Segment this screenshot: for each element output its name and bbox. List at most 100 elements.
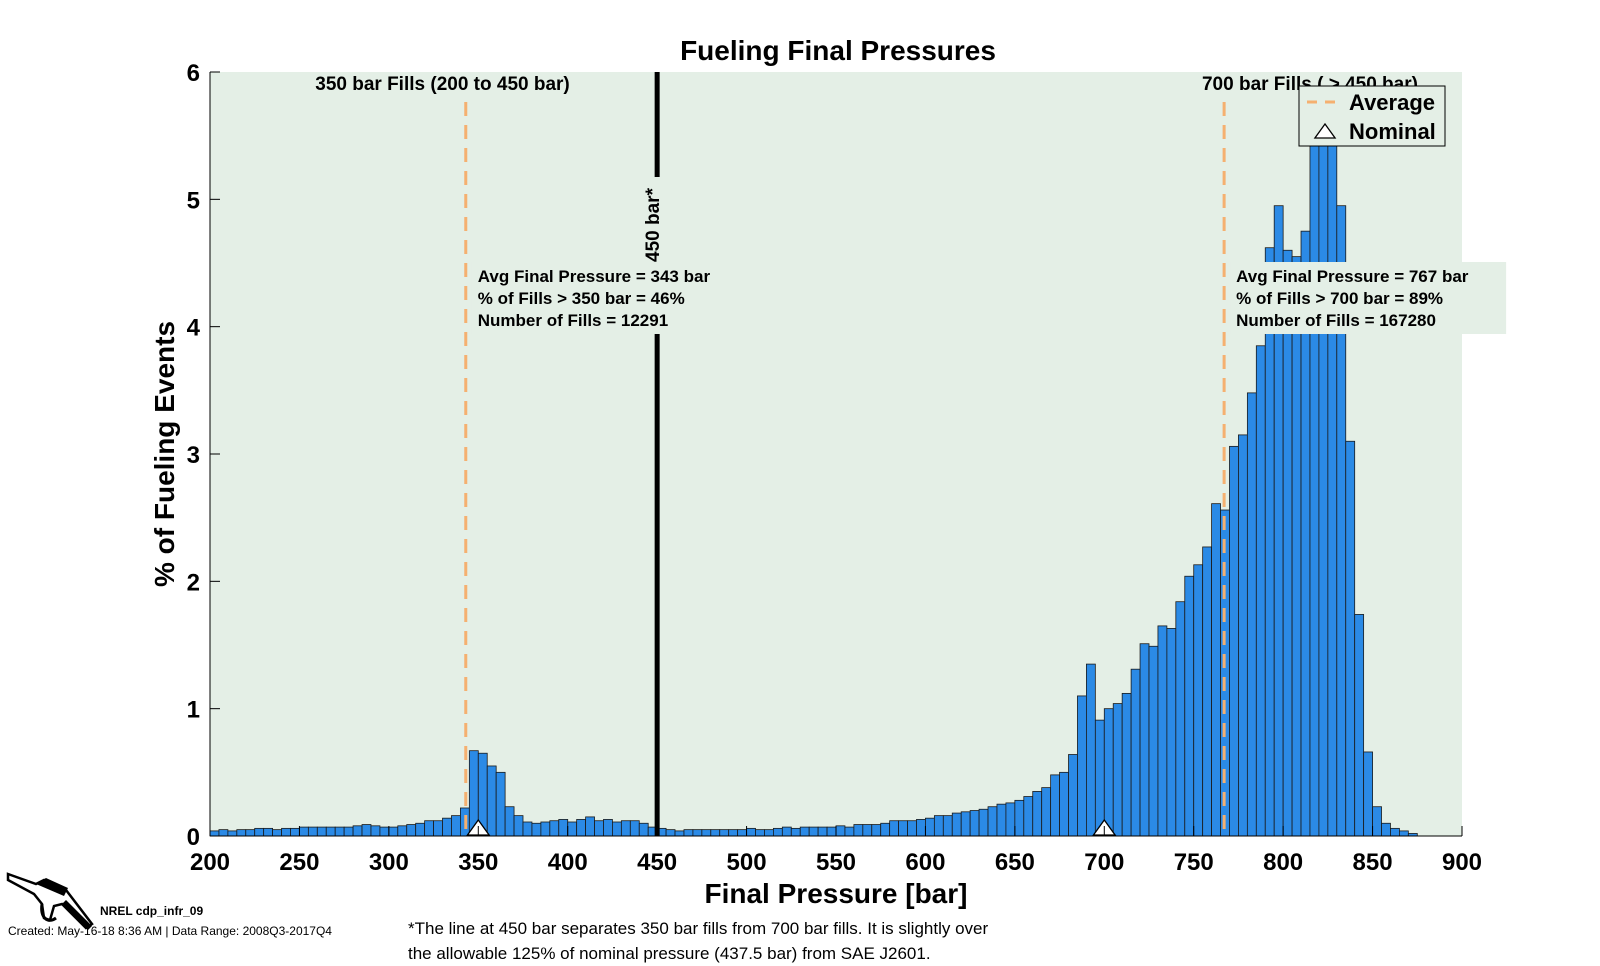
histogram-bar (942, 815, 953, 837)
footnote-line-2: the allowable 125% of nominal pressure (… (408, 944, 931, 963)
histogram-bar (549, 820, 560, 837)
y-tick-label: 4 (187, 315, 201, 342)
histogram-bar (719, 829, 730, 837)
histogram-bar (737, 829, 747, 837)
footnote: *The line at 450 bar separates 350 bar f… (408, 916, 1108, 966)
histogram-bar (665, 829, 676, 837)
histogram-bar (1166, 628, 1177, 837)
histogram-bar (987, 806, 998, 837)
histogram-bar (826, 826, 837, 837)
x-tick-label: 600 (905, 849, 945, 876)
histogram-bar (933, 815, 944, 837)
stats-line: % of Fills > 350 bar = 46% (478, 289, 685, 308)
histogram-bar (889, 820, 900, 837)
histogram-bar (1309, 122, 1320, 837)
histogram-bar (710, 829, 721, 837)
stats-line: Number of Fills = 12291 (478, 311, 668, 330)
legend-average-label: Average (1349, 90, 1435, 115)
histogram-bar (1264, 247, 1275, 837)
x-axis-label: Final Pressure [bar] (705, 878, 968, 909)
histogram-bar (522, 821, 533, 837)
histogram-bar (227, 830, 238, 837)
histogram-bar (629, 820, 640, 837)
histogram-bar (692, 829, 703, 837)
histogram-bar (1059, 771, 1069, 837)
histogram-bar (576, 819, 587, 837)
stats-line: Avg Final Pressure = 343 bar (478, 267, 711, 286)
histogram-bar (790, 827, 801, 837)
histogram-bar (898, 820, 908, 837)
histogram-bar (540, 821, 551, 837)
y-tick-label: 3 (187, 442, 200, 469)
histogram-bar (1014, 799, 1025, 837)
histogram-bar (1211, 503, 1221, 837)
fuel-nozzle-icon (6, 860, 98, 937)
histogram-bar (406, 824, 417, 837)
histogram-bar (1139, 643, 1150, 837)
histogram-bar (1363, 751, 1373, 837)
histogram-bar (960, 811, 971, 837)
x-tick-label: 550 (816, 849, 856, 876)
histogram-bar (1381, 822, 1391, 837)
histogram-bar (307, 826, 318, 837)
histogram-bar (245, 829, 256, 837)
histogram-bar (1282, 249, 1293, 837)
annotations: 350 bar Fills (200 to 450 bar) 700 bar Fi… (315, 74, 1507, 334)
histogram-bar (1318, 141, 1329, 837)
histogram-bar (925, 817, 935, 837)
histogram-bar (290, 827, 300, 837)
histogram-bar (1229, 445, 1239, 837)
y-tick-label: 2 (187, 569, 200, 596)
x-tick-label: 200 (190, 849, 230, 876)
histogram-bar (1157, 625, 1168, 837)
histogram-bar (1112, 703, 1123, 837)
histogram-bar (495, 771, 506, 837)
legend-nominal-label: Nominal (1349, 119, 1436, 144)
y-tick-label: 5 (187, 187, 200, 214)
x-tick-label: 500 (727, 849, 767, 876)
histogram-bar (442, 817, 452, 837)
x-tick-label: 700 (1084, 849, 1124, 876)
histogram-bar (603, 819, 613, 837)
histogram-bar (433, 820, 443, 837)
histogram-bar (1121, 692, 1132, 837)
footnote-line-1: *The line at 450 bar separates 350 bar f… (408, 919, 989, 938)
histogram-bar (424, 820, 434, 837)
histogram-bar (594, 820, 604, 837)
histogram-bar (272, 829, 282, 837)
histogram-bar (969, 810, 980, 837)
histogram-bar (1077, 695, 1087, 837)
histogram-bar (996, 803, 1007, 837)
histogram-bar (379, 826, 390, 837)
histogram-bar (263, 827, 273, 837)
histogram-bar (415, 822, 426, 837)
chart-id: NREL cdp_infr_09 (100, 904, 204, 918)
histogram-bar (1345, 440, 1356, 837)
histogram-bar (853, 824, 864, 837)
histogram-bar (513, 815, 524, 837)
histogram-bar (764, 829, 774, 837)
histogram-bar (1246, 392, 1257, 837)
histogram-bar (1354, 614, 1365, 837)
histogram-bar (1041, 787, 1052, 837)
histogram-bar (683, 829, 694, 837)
histogram-bar (1291, 256, 1302, 837)
separator-line: 450 bar* (643, 72, 666, 836)
histogram-bar (1148, 645, 1159, 837)
histogram-bar (808, 826, 819, 837)
histogram-bar (799, 826, 810, 837)
legend: Average Nominal (1298, 85, 1446, 147)
histogram-bar (1372, 806, 1382, 837)
histogram-bar (781, 826, 792, 837)
histogram-bar (504, 806, 515, 837)
histogram-bar (1005, 802, 1016, 837)
histogram-bar (1399, 830, 1409, 837)
separator-label-bg (643, 177, 666, 273)
histogram-bar (236, 829, 247, 837)
histogram-bar (1390, 827, 1400, 837)
histogram-bar (835, 825, 846, 837)
x-tick-label: 250 (279, 849, 319, 876)
x-tick-label: 900 (1442, 849, 1482, 876)
histogram-bar (1193, 564, 1204, 837)
